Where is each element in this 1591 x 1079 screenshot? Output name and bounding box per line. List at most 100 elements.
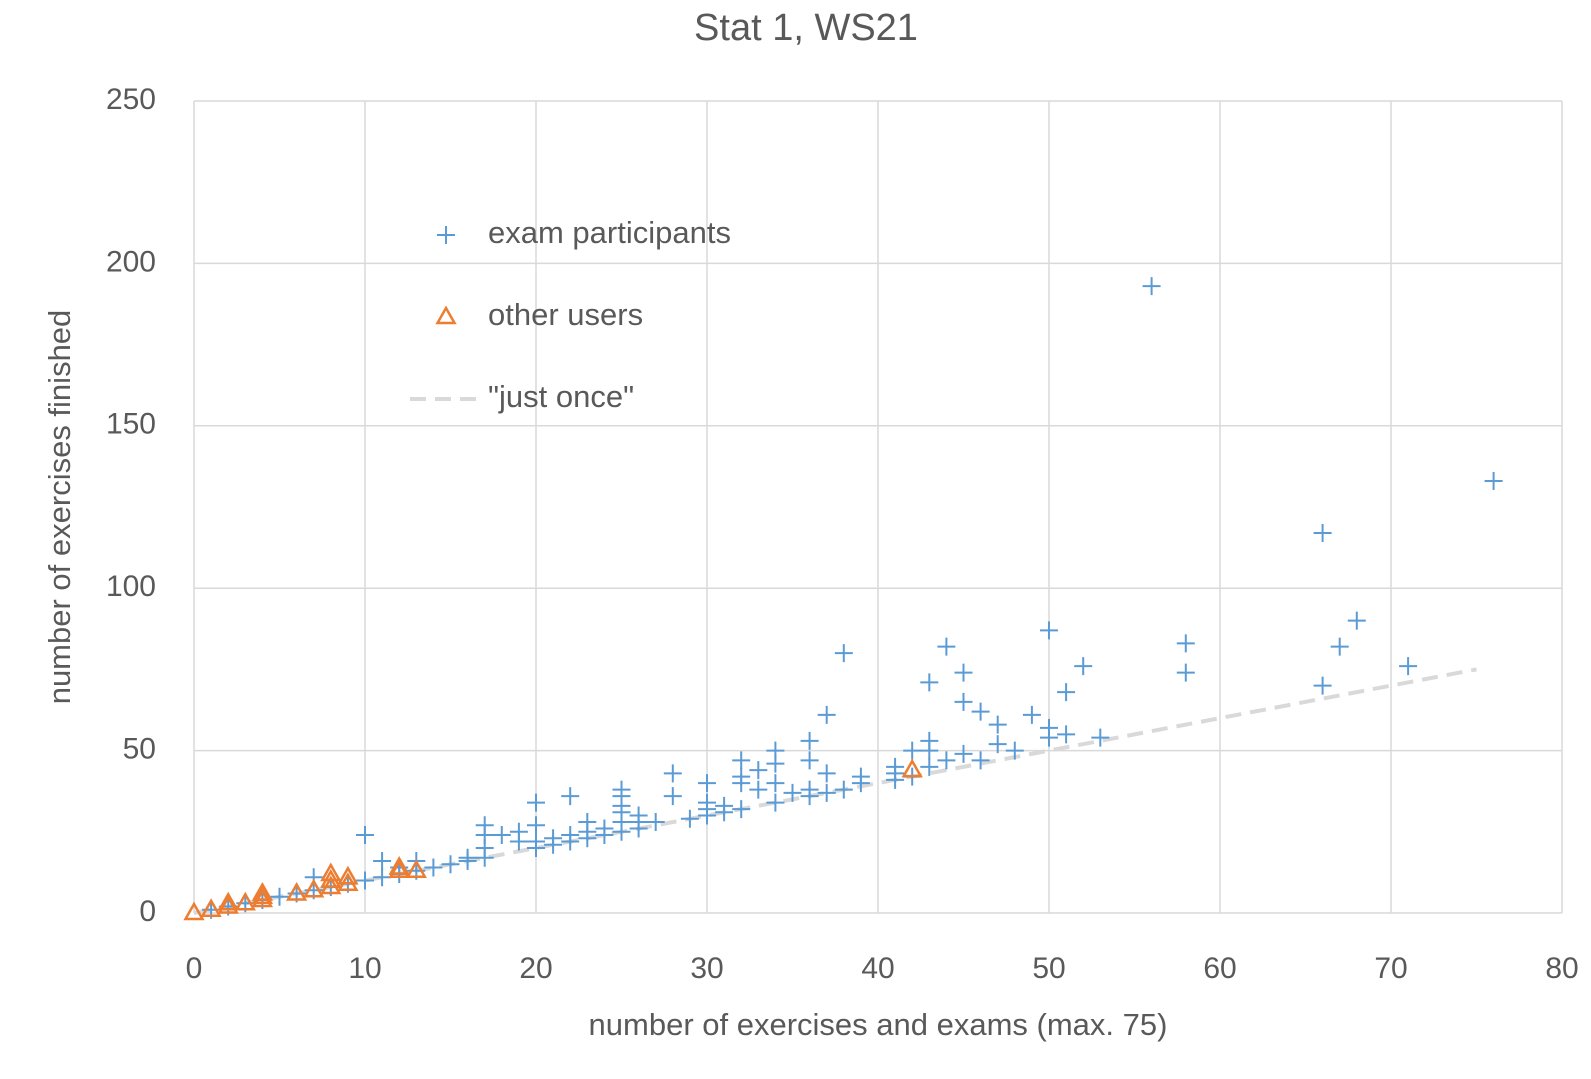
plus-point: [954, 744, 973, 763]
plus-point: [817, 783, 836, 802]
plus-point: [971, 751, 990, 770]
plus-point: [527, 832, 545, 851]
plus-point: [800, 780, 819, 799]
chart-title: Stat 1, WS21: [694, 7, 918, 49]
plus-point: [663, 764, 682, 783]
plus-point: [971, 702, 990, 721]
plus-point: [732, 800, 751, 819]
x-axis-label: number of exercises and exams (max. 75): [589, 1007, 1168, 1042]
triangle-point: [285, 881, 308, 901]
plus-point: [1040, 621, 1058, 640]
plus-point: [920, 757, 939, 776]
plus-point: [527, 816, 545, 835]
plus-point: [1142, 277, 1161, 296]
plus-point: [698, 774, 716, 793]
x-tick-label: 50: [1032, 952, 1065, 985]
plus-point: [817, 705, 836, 724]
plus-point: [834, 644, 853, 663]
plus-point: [424, 858, 443, 877]
plus-point: [680, 809, 699, 828]
plus-point: [458, 848, 477, 867]
plus-point: [1399, 657, 1418, 676]
plus-point: [851, 767, 870, 786]
plus-point: [1040, 718, 1058, 737]
plus-point: [800, 751, 819, 770]
plus-point: [356, 871, 374, 890]
plus-point: [492, 826, 511, 845]
legend-entry: exam participants: [488, 215, 731, 250]
plus-point: [766, 741, 785, 760]
x-tick-label: 70: [1374, 952, 1407, 985]
plus-point: [270, 887, 289, 906]
triangle-point: [217, 891, 239, 911]
plus-point: [988, 735, 1007, 754]
plus-point: [646, 813, 665, 832]
y-tick-label: 100: [106, 570, 156, 603]
plus-point: [1176, 663, 1195, 682]
triangle-point: [405, 859, 427, 879]
x-tick-label: 30: [690, 952, 723, 985]
x-tick-label: 60: [1203, 952, 1236, 985]
plus-point: [1313, 676, 1332, 695]
plus-point: [509, 822, 528, 841]
plus-point: [834, 780, 853, 799]
triangle-point: [901, 758, 923, 778]
triangle-point: [183, 901, 205, 921]
plus-point: [920, 731, 939, 750]
plus-point: [1005, 741, 1024, 760]
plus-point: [954, 692, 973, 711]
plus-point: [1347, 611, 1366, 630]
plus-point: [475, 816, 494, 835]
plus-point: [629, 806, 648, 825]
plus-point: [1176, 634, 1195, 653]
plus-point: [886, 757, 905, 776]
y-axis-label: number of exercises finished: [42, 310, 77, 705]
plus-point: [1022, 705, 1041, 724]
triangle-point: [200, 898, 222, 918]
plus-point: [1484, 472, 1503, 491]
x-tick-label: 80: [1545, 952, 1578, 985]
plus-point: [766, 774, 785, 793]
plus-point: [595, 819, 614, 838]
legend-entry: "just once": [488, 379, 634, 414]
plus-point: [527, 793, 545, 812]
triangle-point: [234, 891, 256, 911]
plus-point: [698, 793, 716, 812]
plus-point: [1313, 523, 1332, 542]
plus-point: [817, 764, 836, 783]
plus-point: [783, 783, 802, 802]
plus-point: [663, 787, 682, 806]
plus-point: [1074, 657, 1093, 676]
triangle-point: [303, 878, 325, 898]
plus-point: [1091, 728, 1110, 747]
plus-point: [544, 829, 563, 848]
triangle-point: [337, 865, 359, 885]
plus-point: [356, 826, 374, 845]
y-tick-label: 250: [106, 83, 156, 116]
legend-entry: other users: [488, 297, 643, 332]
x-tick-label: 40: [861, 952, 894, 985]
plus-point: [373, 852, 392, 871]
plus-point: [749, 761, 768, 780]
plus-point: [800, 731, 819, 750]
y-tick-label: 50: [123, 733, 156, 766]
plus-point: [954, 663, 973, 682]
plus-point: [766, 793, 785, 812]
plus-point: [920, 673, 939, 692]
plus-point: [988, 715, 1007, 734]
plus-point: [612, 780, 631, 799]
plus-point: [937, 751, 956, 770]
triangle-point: [217, 894, 239, 914]
plus-point: [578, 813, 597, 832]
y-tick-label: 0: [139, 895, 156, 928]
plus-point: [373, 868, 392, 887]
triangle-point: [388, 859, 410, 879]
y-tick-label: 150: [106, 408, 156, 441]
plus-point: [732, 767, 751, 786]
plus-point: [561, 787, 580, 806]
plus-point: [1057, 725, 1076, 744]
plus-point: [1330, 637, 1349, 656]
plus-point: [903, 741, 922, 760]
triangle-point: [388, 855, 410, 875]
